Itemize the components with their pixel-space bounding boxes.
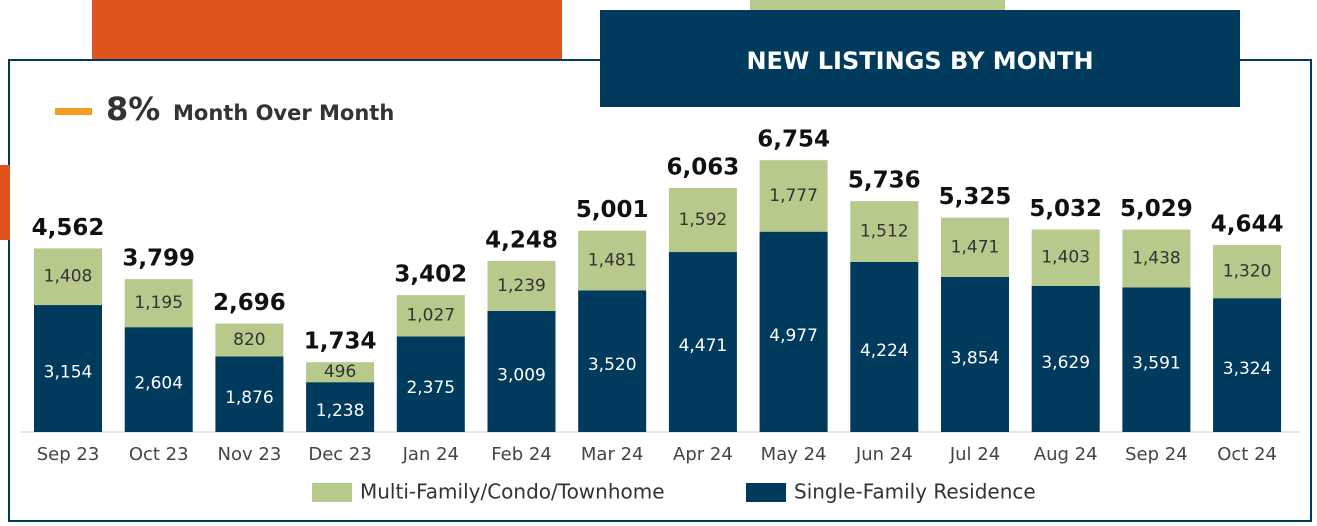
legend-swatch <box>312 483 352 502</box>
total-label: 4,562 <box>32 215 105 241</box>
bar-segment <box>487 310 556 432</box>
change-dash <box>55 108 92 115</box>
total-label: 3,799 <box>122 246 195 272</box>
segment-label: 1,592 <box>679 210 728 230</box>
bar-segment <box>306 382 375 432</box>
segment-label: 1,876 <box>225 388 274 408</box>
bar-segment <box>1031 229 1100 286</box>
total-label: 3,402 <box>394 262 467 288</box>
x-tick-label: Oct 23 <box>129 444 189 465</box>
bar-segment <box>1213 298 1282 432</box>
bar-segment <box>850 201 919 262</box>
bar-segment <box>1031 285 1100 432</box>
frame <box>8 59 1312 522</box>
bar-segment <box>941 217 1009 277</box>
segment-label: 1,320 <box>1223 262 1272 282</box>
bar-segment <box>850 261 919 432</box>
total-label: 5,032 <box>1029 196 1102 222</box>
segment-label: 4,471 <box>679 336 728 356</box>
bar-segment <box>215 356 284 432</box>
bar-segment <box>396 295 465 337</box>
x-tick-label: May 24 <box>761 444 827 465</box>
bar-segment <box>34 305 102 432</box>
bar-segment <box>941 276 1009 432</box>
x-tick-label: Apr 24 <box>673 444 733 465</box>
total-label: 2,696 <box>213 290 286 316</box>
change-label: Month Over Month <box>173 101 394 125</box>
x-tick-label: Mar 24 <box>581 444 644 465</box>
total-label: 4,644 <box>1211 212 1284 238</box>
bar-segment <box>124 327 193 432</box>
bar-segment <box>578 290 647 432</box>
segment-label: 4,224 <box>860 341 909 361</box>
total-label: 5,029 <box>1120 196 1193 222</box>
legend-label: Multi-Family/Condo/Townhome <box>360 480 665 504</box>
segment-label: 496 <box>324 362 356 382</box>
segment-label: 3,009 <box>497 365 546 385</box>
x-tick-label: Jun 24 <box>855 444 913 465</box>
total-label: 6,063 <box>667 154 740 180</box>
bar-segment <box>668 252 737 432</box>
segment-label: 2,604 <box>134 374 183 394</box>
segment-label: 4,977 <box>769 326 818 346</box>
segment-label: 3,629 <box>1041 353 1090 373</box>
x-tick-label: Jul 24 <box>949 444 1000 465</box>
segment-label: 1,481 <box>588 251 637 271</box>
total-label: 6,754 <box>757 127 830 153</box>
decor-orange-tab <box>0 165 10 240</box>
x-tick-label: Jan 24 <box>402 444 459 465</box>
segment-label: 1,195 <box>134 293 183 313</box>
segment-label: 3,591 <box>1132 354 1181 374</box>
segment-label: 1,403 <box>1041 248 1090 268</box>
x-tick-label: Feb 24 <box>491 444 552 465</box>
bar-segment <box>215 323 284 357</box>
bar-segment <box>1213 245 1282 299</box>
title-box <box>600 10 1240 107</box>
segment-label: 3,154 <box>44 363 93 383</box>
bar-segment <box>396 336 465 432</box>
x-tick-label: Nov 23 <box>218 444 282 465</box>
bar-segment <box>668 187 737 253</box>
segment-label: 1,777 <box>769 186 818 206</box>
segment-label: 3,324 <box>1223 359 1272 379</box>
bar-segment <box>306 362 375 383</box>
x-tick-label: Oct 24 <box>1217 444 1277 465</box>
total-label: 5,325 <box>939 184 1012 210</box>
x-tick-label: Dec 23 <box>308 444 371 465</box>
bar-segment <box>34 248 102 306</box>
segment-label: 1,239 <box>497 276 546 296</box>
bar-segment <box>1122 229 1191 288</box>
x-tick-label: Sep 24 <box>1125 444 1188 465</box>
segment-label: 2,375 <box>406 378 455 398</box>
legend-swatch <box>746 483 786 502</box>
segment-label: 1,238 <box>316 401 365 421</box>
total-label: 4,248 <box>485 228 558 254</box>
decor-orange-box <box>92 0 562 60</box>
bar-segment <box>124 279 193 328</box>
legend-label: Single-Family Residence <box>794 480 1036 504</box>
bar-segment <box>487 261 556 311</box>
bar-segment <box>759 160 828 232</box>
total-label: 5,001 <box>576 197 649 223</box>
bar-segment <box>578 230 647 291</box>
decor-green-box <box>750 0 1005 12</box>
x-tick-label: Sep 23 <box>37 444 100 465</box>
segment-label: 1,438 <box>1132 249 1181 269</box>
segment-label: 1,512 <box>860 222 909 242</box>
segment-label: 3,520 <box>588 355 637 375</box>
segment-label: 820 <box>233 330 265 350</box>
bar-segment <box>1122 287 1191 432</box>
segment-label: 1,027 <box>406 306 455 326</box>
x-tick-label: Aug 24 <box>1034 444 1098 465</box>
chart-title: NEW LISTINGS BY MONTH <box>746 47 1093 75</box>
bar-segment <box>759 231 828 432</box>
change-value: 8% <box>106 90 160 128</box>
total-label: 1,734 <box>304 329 377 355</box>
total-label: 5,736 <box>848 168 921 194</box>
segment-label: 1,471 <box>951 237 1000 257</box>
segment-label: 1,408 <box>44 267 93 287</box>
segment-label: 3,854 <box>951 348 1000 368</box>
